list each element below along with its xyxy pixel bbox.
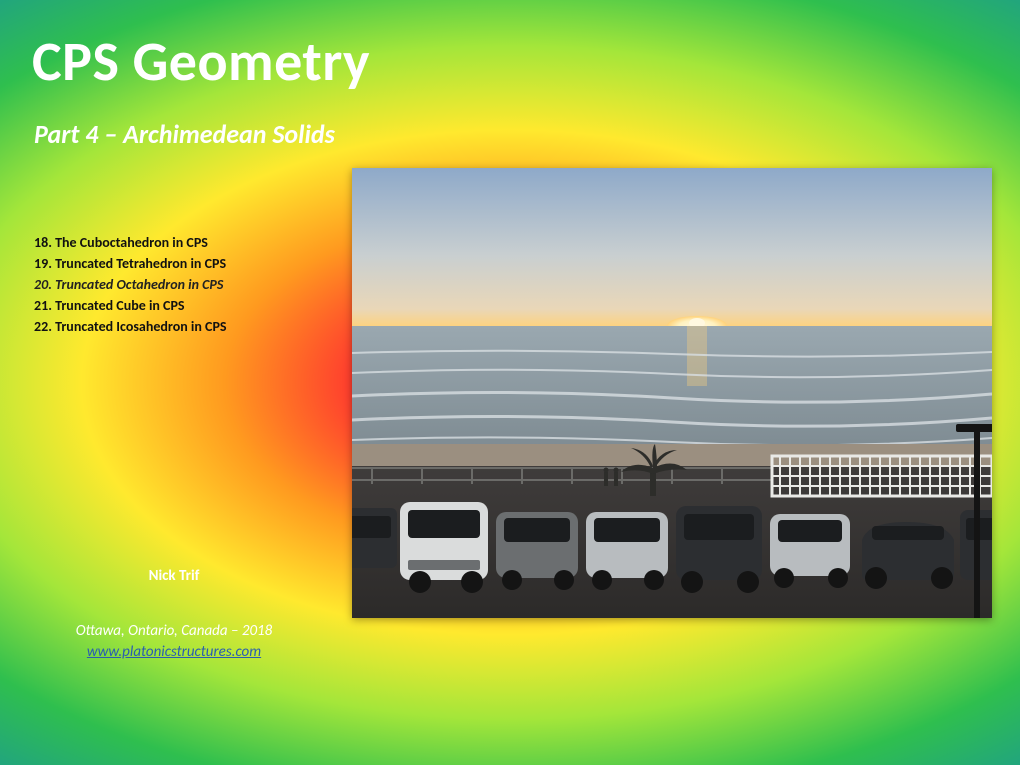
car-5 — [676, 506, 762, 593]
author: Nick Trif — [34, 567, 314, 585]
page-title: CPS Geometry — [32, 28, 370, 96]
toc: 18. The Cuboctahedron in CPS 19. Truncat… — [34, 232, 334, 337]
toc-item: 22. Truncated Icosahedron in CPS — [34, 316, 334, 337]
toc-label: The Cuboctahedron in CPS — [55, 234, 208, 251]
toc-item: 21. Truncated Cube in CPS — [34, 295, 334, 316]
sea — [352, 326, 992, 446]
subtitle: Part 4 – Archimedean Solids — [34, 118, 335, 150]
toc-item: 18. The Cuboctahedron in CPS — [34, 232, 334, 253]
car-7 — [862, 522, 954, 589]
toc-label: Truncated Cube in CPS — [55, 297, 184, 314]
toc-num: 21. — [34, 297, 52, 314]
photo — [352, 168, 992, 618]
sky — [352, 168, 992, 328]
toc-num: 20. — [34, 276, 52, 293]
toc-label: Truncated Tetrahedron in CPS — [55, 255, 226, 272]
location: Ottawa, Ontario, Canada – 2018 — [34, 622, 314, 640]
toc-label: Truncated Octahedron in CPS — [55, 276, 223, 293]
toc-item-current: 20. Truncated Octahedron in CPS — [34, 274, 334, 295]
car-1 — [352, 508, 397, 568]
slide: CPS Geometry Part 4 – Archimedean Solids… — [0, 0, 1020, 765]
car-2 — [400, 502, 488, 593]
toc-num: 18. — [34, 234, 52, 251]
website-link[interactable]: www.platonicstructures.com — [34, 643, 314, 661]
toc-num: 19. — [34, 255, 52, 272]
toc-num: 22. — [34, 318, 52, 335]
toc-item: 19. Truncated Tetrahedron in CPS — [34, 253, 334, 274]
toc-label: Truncated Icosahedron in CPS — [55, 318, 226, 335]
